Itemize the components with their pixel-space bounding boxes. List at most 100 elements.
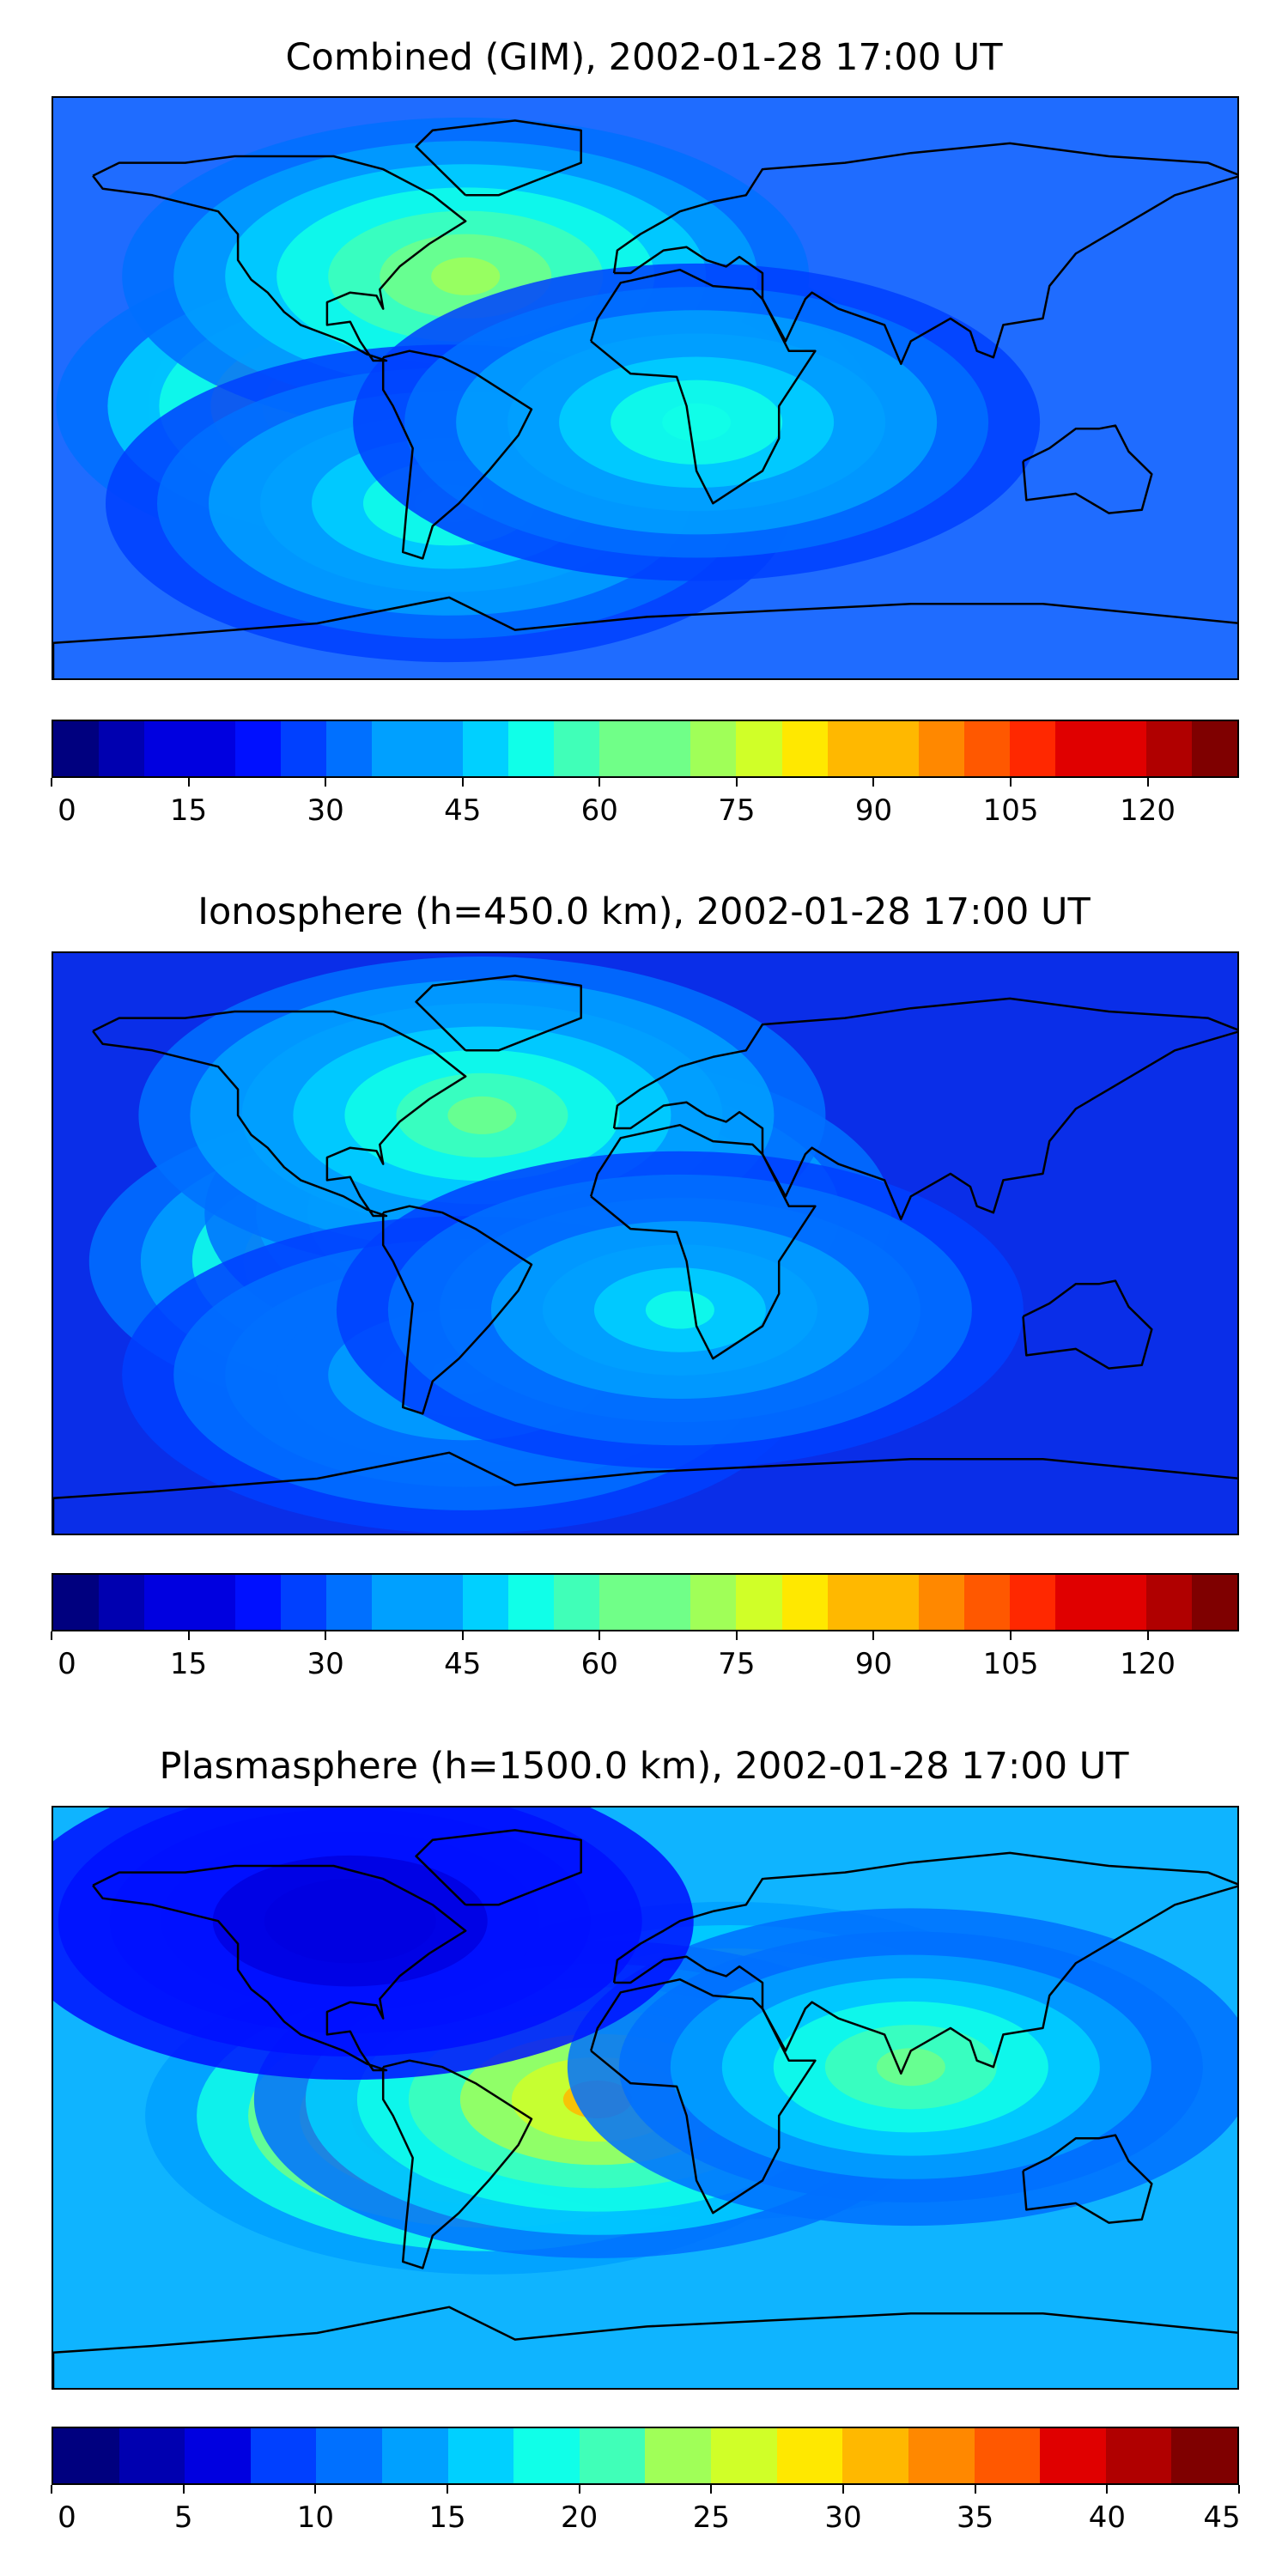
colorbar-segment [918,1575,964,1630]
colorbar-tick [1010,778,1012,787]
colorbar-tick [578,2485,580,2494]
colorbar-segment [1191,1575,1237,1630]
panel-3-map [52,1806,1239,2390]
colorbar-tick [842,2485,844,2494]
colorbar-tick [51,778,52,787]
colorbar-segment [736,1575,782,1630]
colorbar-tick [182,2485,185,2494]
colorbar-tick [461,1631,464,1640]
colorbar-segment [326,1575,373,1630]
colorbar-tick-label: 0 [58,1647,76,1681]
colorbar-segment [250,2428,317,2483]
panel-3-colorbar-ticks: 0 5 10 15 20 25 30 35 40 45 [51,2485,1241,2537]
coastline-3 [612,142,1237,366]
colorbar-segment [842,2428,908,2483]
colorbar-segment [1145,721,1192,776]
colorbar-segment [827,1575,873,1630]
coastline-2 [590,1978,817,2215]
colorbar-tick-label: 45 [444,793,482,828]
coastline-2 [590,268,817,505]
colorbar-segment [417,1575,464,1630]
panel-3-map-svg [53,1807,1237,2388]
panel-1-colorbar-ticks: 0 15 30 45 60 75 90 105 120 [51,778,1239,829]
colorbar-segment [144,721,191,776]
colorbar-tick-label: 15 [169,793,208,828]
colorbar-tick-label: 10 [296,2500,334,2535]
colorbar-segment [372,1575,418,1630]
colorbar-tick [1010,1631,1012,1640]
panel-2-map [52,951,1239,1535]
colorbar-segment [118,2428,185,2483]
colorbar-tick-label: 30 [824,2500,862,2535]
colorbar-segment [918,721,964,776]
colorbar-tick-label: 45 [444,1647,482,1681]
colorbar-segment [447,2428,514,2483]
colorbar-segment [974,2428,1041,2483]
colorbar-tick [325,1631,327,1640]
colorbar-tick-label: 75 [718,1647,756,1681]
colorbar-tick-label: 60 [580,793,618,828]
colorbar-segment [463,1575,509,1630]
coastline-5 [415,1829,582,1906]
colorbar-segment [711,2428,777,2483]
colorbar-tick [735,778,738,787]
colorbar-segment [508,721,555,776]
colorbar-tick [1146,1631,1149,1640]
contour-north-america-band-6 [447,1096,517,1134]
colorbar-segment [513,2428,580,2483]
colorbar-tick-label: 30 [307,793,344,828]
colorbar-tick [325,778,327,787]
colorbar-segment [1054,1575,1101,1630]
colorbar-tick [1238,2485,1240,2494]
coastline-5 [415,975,582,1052]
colorbar-segment [872,1575,919,1630]
coastline-4 [1022,2134,1153,2224]
colorbar-tick-label: 15 [169,1647,208,1681]
colorbar-tick-label: 105 [982,793,1039,828]
colorbar-tick-label: 45 [1203,2500,1241,2535]
colorbar-segment [776,2428,843,2483]
colorbar-segment [53,1575,100,1630]
coastline-0 [92,1010,467,1218]
colorbar-tick [51,1631,52,1640]
colorbar-tick-label: 0 [58,2500,76,2535]
panel-3-title: Plasmasphere (h=1500.0 km), 2002-01-28 1… [159,1745,1129,1788]
colorbar-segment [144,1575,191,1630]
colorbar-segment [736,721,782,776]
colorbar-segment [781,1575,828,1630]
contour-africa-band-6 [662,403,732,441]
contour-indian-ocean-band-6 [876,2048,945,2087]
colorbar-tick-label: 90 [854,1647,893,1681]
coastline-6 [53,2306,1237,2388]
colorbar-segment [1171,2428,1237,2483]
colorbar-segment [554,1575,600,1630]
colorbar-tick-label: 90 [854,793,893,828]
colorbar-segment [872,721,919,776]
colorbar-segment [1009,1575,1055,1630]
colorbar-segment [235,1575,282,1630]
colorbar-segment [781,721,828,776]
colorbar-segment [190,1575,236,1630]
colorbar-segment [235,721,282,776]
colorbar-segment [372,721,418,776]
colorbar-tick-label: 25 [692,2500,730,2535]
colorbar-tick-label: 120 [1120,1647,1176,1681]
contour-africa-band-6 [645,1291,714,1329]
colorbar-tick [710,2485,713,2494]
coastline-6 [53,596,1237,678]
coastline-4 [1022,1279,1153,1370]
colorbar-tick [598,778,601,787]
colorbar-tick [598,1631,601,1640]
contour-north-low-6 [315,1902,385,1941]
colorbar-tick-label: 105 [982,1647,1039,1681]
coastline-2 [590,1123,817,1360]
colorbar-segment [1145,1575,1192,1630]
colorbar-segment [1009,721,1055,776]
colorbar-tick-label: 5 [173,2500,193,2535]
colorbar-segment [599,721,646,776]
colorbar-segment [281,1575,327,1630]
colorbar-segment [382,2428,448,2483]
colorbar-segment [690,721,737,776]
colorbar-tick-label: 75 [718,793,756,828]
colorbar-tick [314,2485,317,2494]
